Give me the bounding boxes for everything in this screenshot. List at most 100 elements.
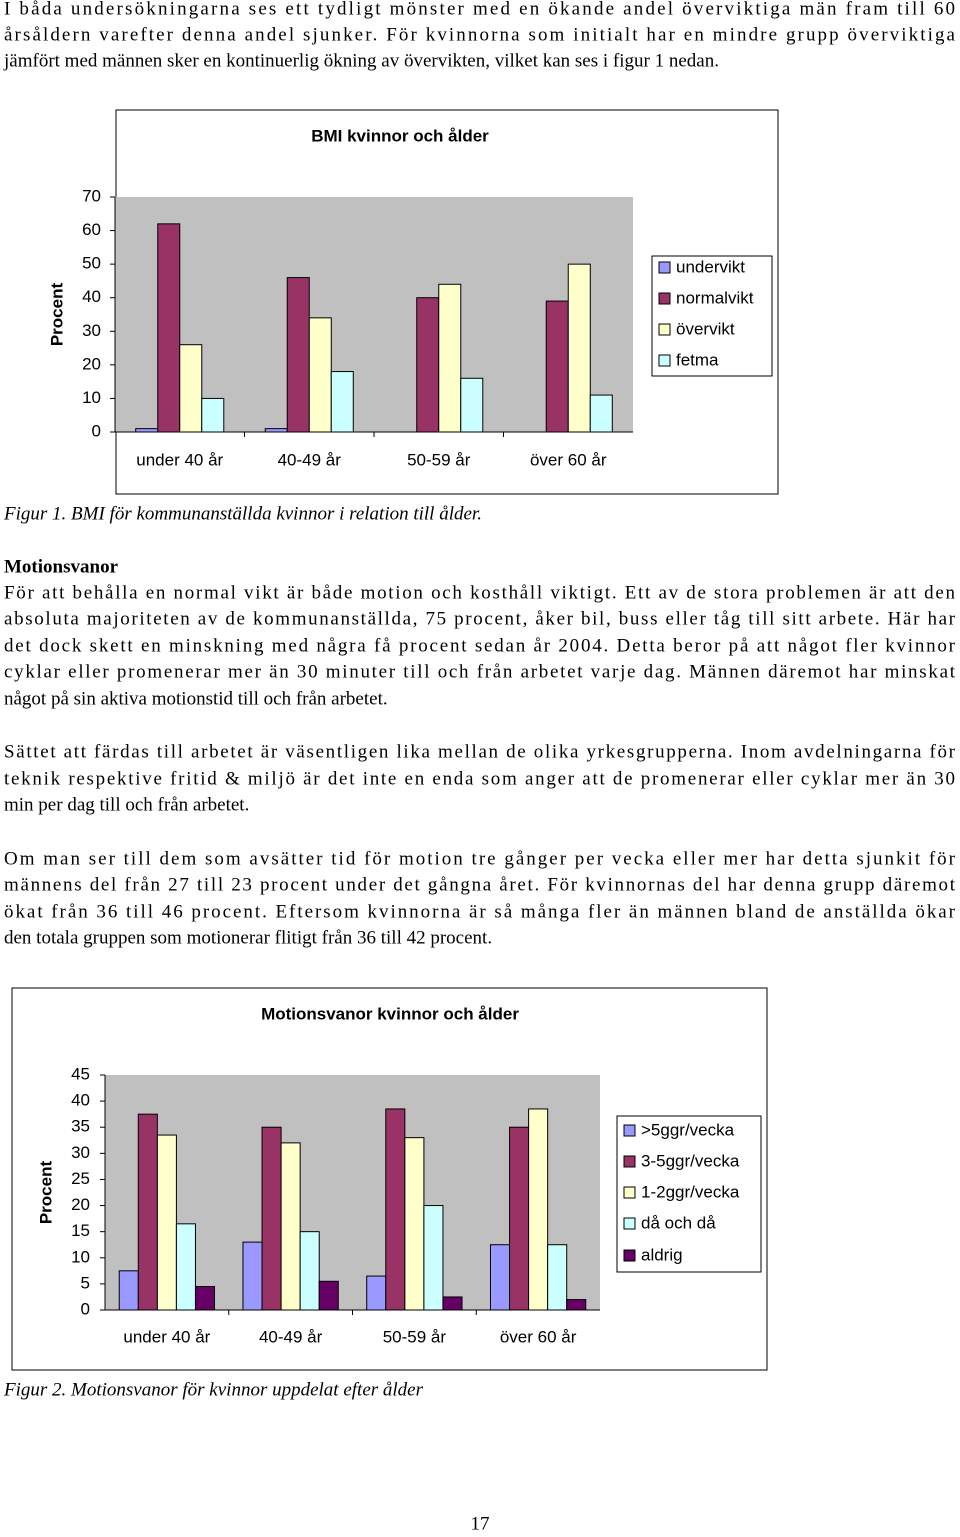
figure-caption: Figur 1. BMI för kommunanställda kvinnor… [3,503,482,524]
y-axis-label: Procent [36,1161,55,1225]
y-tick-label: 50 [82,254,101,273]
x-tick-label: över 60 år [530,450,607,469]
bar [528,1108,549,1311]
bar [438,283,462,433]
bar [545,300,569,433]
y-tick-label: 15 [71,1221,90,1240]
bar [404,1137,425,1311]
legend-label: >5ggr/vecka [641,1120,735,1139]
bar [330,371,354,433]
bar [423,1205,444,1311]
x-tick-label: 50-59 år [407,450,471,469]
text-line: jämfört med männen sker en kontinuerlig … [3,50,719,71]
bar [567,263,591,433]
legend-swatch [623,1217,636,1230]
bar [280,1142,301,1311]
y-tick-label: 35 [71,1117,90,1136]
legend-label: aldrig [641,1245,683,1264]
y-tick-label: 30 [71,1143,90,1162]
bar [156,1134,177,1311]
y-tick-label: 25 [71,1169,90,1188]
text-line: För att behålla en normal vikt är både m… [4,582,956,603]
bar [118,1270,139,1311]
legend-swatch [658,354,671,367]
x-tick-label: över 60 år [500,1327,577,1346]
text-line: Sättet att färdas till arbetet är väsent… [4,741,956,762]
bar [194,1286,216,1311]
text-line: teknik respektive fritid & miljö är det … [4,768,955,789]
y-tick-label: 10 [71,1247,90,1266]
figure-caption: Figur 2. Motionsvanor för kvinnor uppdel… [3,1379,424,1400]
legend-label: 1-2ggr/vecka [641,1182,740,1201]
text-line: cyklar eller promenerar mer än 30 minute… [4,661,956,682]
bar [286,277,310,433]
text-line: I båda undersökningarna ses ett tydligt … [4,0,955,19]
text-line: den totala gruppen som motionerar flitig… [4,927,492,948]
text-line: årsåldern varefter denna andel sjunker. … [4,24,956,45]
y-tick-label: 45 [71,1064,90,1083]
text-line: ökat från 36 till 46 procent. Eftersom k… [4,901,956,922]
bar [460,377,484,433]
legend-box [616,1115,762,1273]
bar [547,1244,568,1311]
bar [489,1244,511,1311]
legend-swatch [623,1155,636,1168]
bar [157,223,181,433]
bar [261,1126,282,1311]
bar [242,1241,263,1311]
y-tick-label: 70 [82,186,101,205]
text-line: min per dag till och från arbetet. [4,794,249,815]
legend-swatch [623,1249,636,1262]
x-tick-label: 40-49 år [278,450,342,469]
section-heading: Motionsvanor [4,556,119,577]
chart-title: BMI kvinnor och ålder [311,126,489,145]
bar [264,428,288,433]
bar [566,1299,587,1311]
bar [385,1108,406,1311]
bar [416,297,440,433]
y-tick-label: 40 [71,1091,90,1110]
y-tick-label: 10 [82,388,101,407]
bar [175,1223,196,1311]
legend-swatch [623,1186,636,1199]
legend-label: undervikt [676,257,745,276]
chart-title: Motionsvanor kvinnor och ålder [261,1004,519,1023]
bar [589,394,613,433]
y-tick-label: 5 [81,1273,90,1292]
bar [366,1275,387,1311]
bar [137,1113,158,1311]
y-tick-label: 30 [82,321,101,340]
legend-swatch [658,292,671,305]
legend-label: då och då [641,1213,716,1232]
bar [179,344,203,433]
y-tick-label: 60 [82,220,101,239]
y-tick-label: 20 [82,354,101,373]
y-axis-label: Procent [47,283,66,347]
legend-label: 3-5ggr/vecka [641,1151,740,1170]
legend-swatch [623,1124,636,1137]
bar [318,1280,339,1311]
x-tick-label: under 40 år [123,1327,210,1346]
y-tick-label: 40 [82,287,101,306]
legend-box [651,255,773,377]
text-line: männens del från 27 till 23 procent unde… [4,874,956,895]
legend-swatch [658,261,671,274]
y-tick-label: 20 [71,1195,90,1214]
text-line: det dock skett en minskning med några få… [4,635,956,656]
bar [201,397,225,433]
y-tick-label: 0 [81,1299,90,1318]
text-line: absoluta majoriteten av de kommunanställ… [4,608,956,629]
bar [308,317,332,433]
x-tick-label: 40-49 år [259,1327,323,1346]
legend-label: normalvikt [676,288,754,307]
x-tick-label: under 40 år [136,450,223,469]
text-line: något på sin aktiva motionstid till och … [4,688,388,709]
bar [509,1126,530,1311]
text-line: Om man ser till dem som avsätter tid för… [4,848,956,869]
legend-label: fetma [676,350,719,369]
page-number: 17 [471,1513,490,1534]
bar [299,1231,320,1311]
bar [442,1296,463,1311]
